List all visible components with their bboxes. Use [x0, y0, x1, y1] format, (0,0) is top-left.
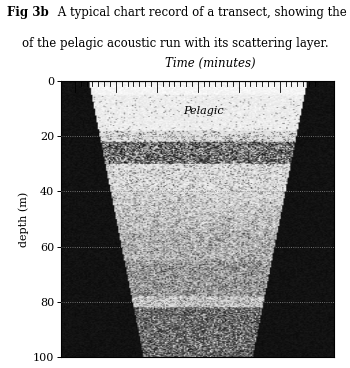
Bar — [61, 72, 334, 81]
Y-axis label: depth (m): depth (m) — [18, 191, 29, 247]
Text: A typical chart record of a transect, showing the position: A typical chart record of a transect, sh… — [54, 6, 350, 19]
Text: Fig 3b: Fig 3b — [7, 6, 49, 19]
Text: of the pelagic acoustic run with its scattering layer.: of the pelagic acoustic run with its sca… — [22, 37, 328, 50]
Text: Pelagic: Pelagic — [183, 106, 224, 116]
Text: Time (minutes): Time (minutes) — [165, 57, 255, 70]
